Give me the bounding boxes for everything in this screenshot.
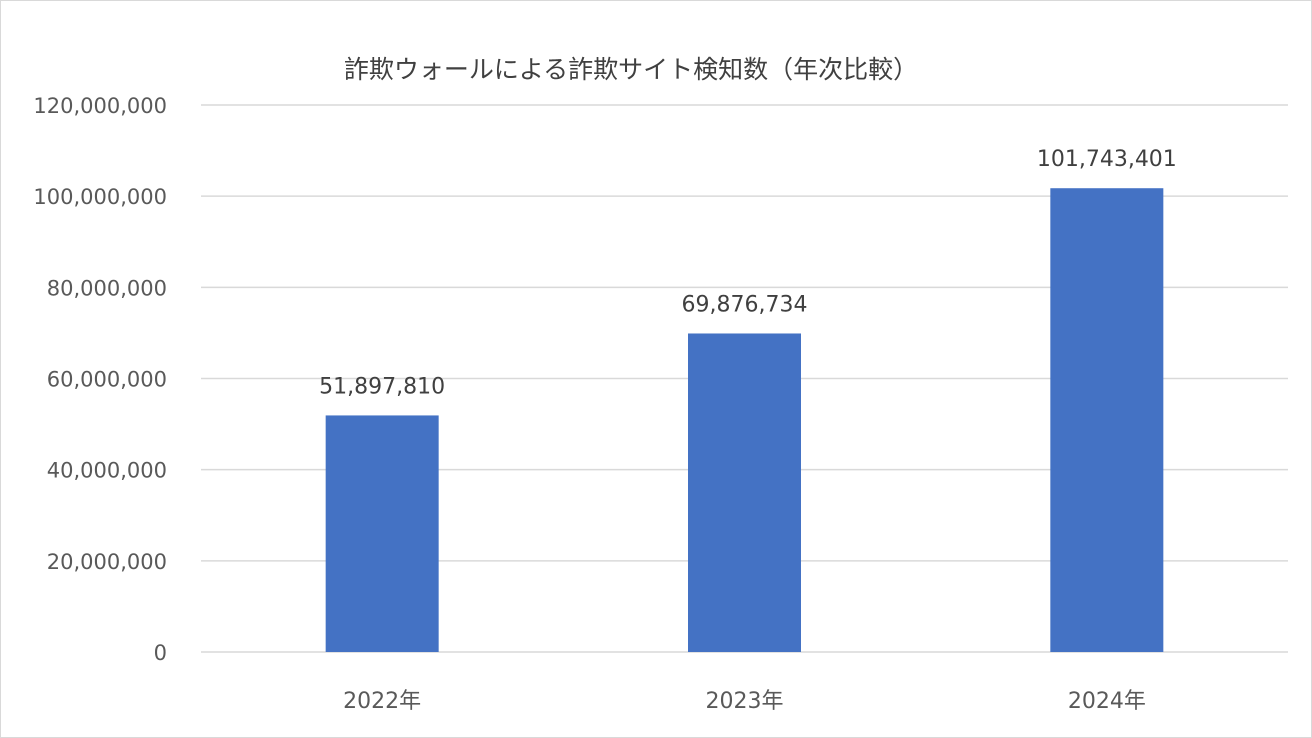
bars xyxy=(325,188,1164,652)
y-tick-label: 60,000,000 xyxy=(47,368,167,392)
x-tick-label: 2022年 xyxy=(343,689,421,714)
x-axis-ticks: 2022年 2023年 2024年 xyxy=(343,689,1146,714)
y-tick-label: 100,000,000 xyxy=(33,185,167,209)
bar xyxy=(325,415,439,652)
chart-title: 詐欺ウォールによる詐欺サイト検知数（年次比較） xyxy=(344,55,918,84)
data-label: 69,876,734 xyxy=(682,292,808,317)
data-labels: 51,897,810 69,876,734 101,743,401 xyxy=(319,147,1177,399)
y-tick-label: 0 xyxy=(154,641,167,665)
x-tick-label: 2023年 xyxy=(706,689,784,714)
bar xyxy=(1050,188,1164,652)
y-tick-label: 120,000,000 xyxy=(33,94,167,118)
y-tick-label: 40,000,000 xyxy=(47,459,167,483)
bar xyxy=(688,333,801,652)
y-tick-label: 80,000,000 xyxy=(47,276,167,300)
data-label: 101,743,401 xyxy=(1037,147,1177,172)
data-label: 51,897,810 xyxy=(319,374,445,399)
y-axis-ticks: 0 20,000,000 40,000,000 60,000,000 80,000,00… xyxy=(33,94,167,665)
x-tick-label: 2024年 xyxy=(1068,689,1146,714)
y-tick-label: 20,000,000 xyxy=(47,550,167,574)
